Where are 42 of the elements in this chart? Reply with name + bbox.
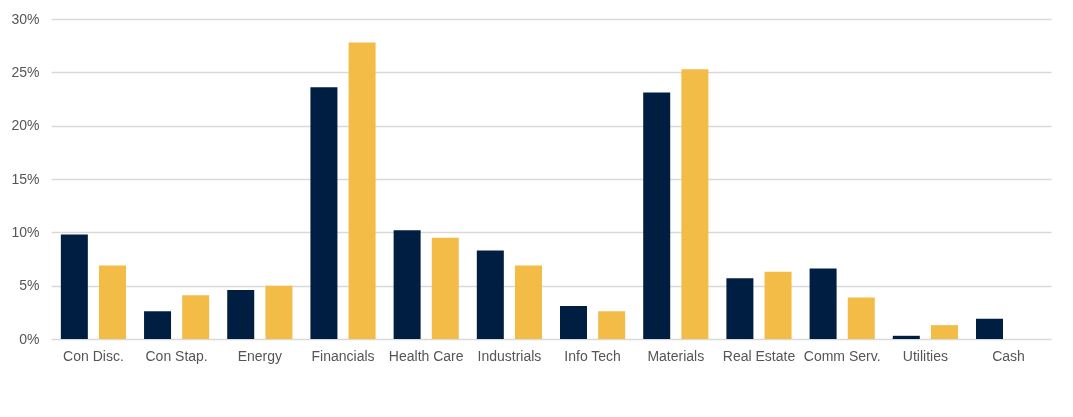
bar (726, 278, 754, 339)
bar (892, 335, 920, 339)
y-tick-label: 5% (19, 277, 40, 294)
bar (809, 268, 837, 339)
x-tick-label: Health Care (388, 347, 464, 364)
y-tick-label: 0% (19, 330, 40, 347)
bar (60, 234, 88, 339)
bar (764, 271, 792, 339)
x-tick-label: Materials (647, 347, 705, 364)
bar (476, 250, 504, 339)
bar (227, 289, 255, 339)
bar (144, 311, 172, 339)
x-tick-label: Energy (237, 347, 282, 364)
y-tick-label: 25% (11, 63, 40, 80)
x-tick-label: Comm Serv. (803, 347, 881, 364)
bar (643, 92, 671, 339)
x-tick-label: Con Stap. (145, 347, 208, 364)
y-tick-label: 10% (11, 223, 40, 240)
y-tick-label: 15% (11, 170, 40, 187)
y-tick-label: 30% (11, 10, 40, 27)
x-tick-label: Real Estate (722, 347, 796, 364)
bar (431, 237, 459, 339)
y-tick-label: 20% (11, 117, 40, 134)
bar (930, 325, 958, 339)
bar (560, 305, 588, 339)
bar (99, 265, 127, 339)
x-tick-label: Financials (311, 347, 375, 364)
bar (681, 69, 709, 339)
bar (182, 295, 210, 339)
bar (975, 318, 1003, 339)
x-tick-label: Industrials (477, 347, 542, 364)
bar (598, 311, 626, 339)
x-tick-label: Info Tech (564, 347, 621, 364)
bar (310, 87, 338, 339)
x-tick-label: Con Disc. (63, 347, 124, 364)
bar (265, 285, 293, 339)
bar (514, 265, 542, 339)
bar (348, 42, 376, 339)
bar (847, 297, 875, 339)
bar (393, 230, 421, 339)
x-tick-label: Utilities (902, 347, 948, 364)
x-tick-label: Cash (992, 347, 1025, 364)
